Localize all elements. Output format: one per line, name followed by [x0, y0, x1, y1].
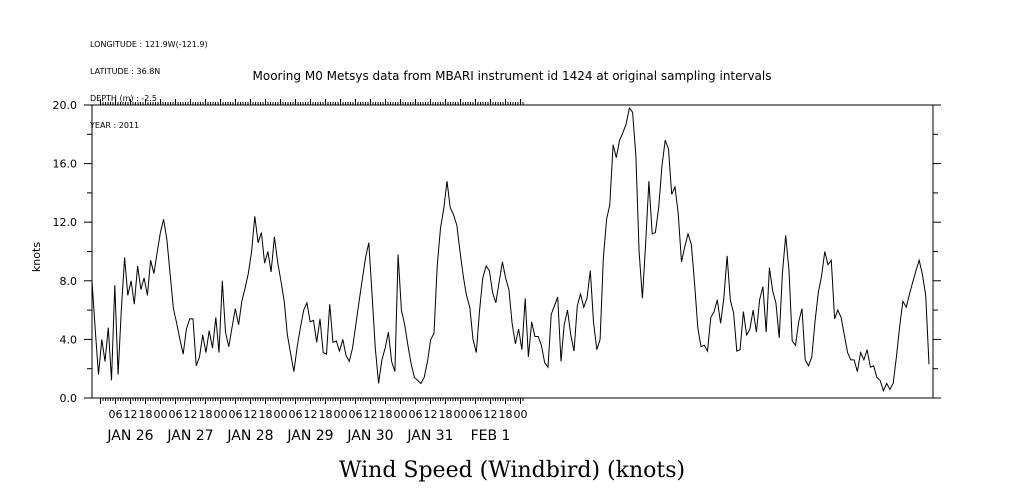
plot-frame: [91, 104, 934, 399]
x-tick-label: 18: [439, 408, 453, 421]
y-axis-label: knots: [30, 242, 43, 272]
x-tick-labels: 06 12 18 00 06 12 18 00 06 12 18 00 06 12 18 00 06 12 18 00…: [109, 408, 528, 421]
x-tick-label: 12: [484, 408, 498, 421]
x-tick-label: 06: [409, 408, 423, 421]
x-tick-label: 00: [154, 408, 168, 421]
x-tick-label: 18: [199, 408, 213, 421]
x-day-label: FEB 1: [471, 428, 511, 444]
x-tick-label: 00: [214, 408, 228, 421]
x-tick-label: 12: [124, 408, 138, 421]
x-tick-label: 00: [334, 408, 348, 421]
bottom-title: Wind Speed (Windbird) (knots): [339, 458, 685, 483]
x-day-label: JAN 29: [286, 428, 333, 444]
x-tick-label: 12: [424, 408, 438, 421]
y-tick-label: 0.0: [60, 392, 78, 405]
year-label: YEAR : 2011: [90, 121, 140, 130]
x-tick-label: 18: [499, 408, 513, 421]
wind-speed-series-line: [91, 106, 930, 393]
x-tick-label: 12: [304, 408, 318, 421]
chart-title: Mooring M0 Metsys data from MBARI instru…: [253, 69, 772, 83]
x-tick-label: 18: [319, 408, 333, 421]
depth-label: DEPTH (m) : -2.5: [90, 94, 157, 103]
latitude-label: LATITUDE : 36.8N: [90, 67, 161, 76]
x-tick-label: 06: [289, 408, 303, 421]
x-tick-label: 18: [139, 408, 153, 421]
x-tick-label: 06: [469, 408, 483, 421]
x-day-label: JAN 26: [106, 428, 153, 444]
x-day-label: JAN 28: [226, 428, 273, 444]
x-day-label: JAN 30: [346, 428, 393, 444]
x-tick-label: 00: [274, 408, 288, 421]
x-tick-label: 00: [394, 408, 408, 421]
x-tick-label: 12: [244, 408, 258, 421]
x-tick-label: 06: [349, 408, 363, 421]
y-tick-labels: 0.0 4.0 8.0 12.0 16.0 20.0: [53, 99, 78, 405]
x-day-labels: JAN 26 JAN 27 JAN 28 JAN 29 JAN 30 JAN 31 FEB …: [106, 428, 510, 444]
metadata-block: LONGITUDE : 121.9W(-121.9) LATITUDE : 36…: [90, 22, 208, 139]
longitude-label: LONGITUDE : 121.9W(-121.9): [90, 40, 208, 49]
x-tick-label: 06: [229, 408, 243, 421]
y-tick-label: 20.0: [53, 99, 78, 112]
x-tick-label: 18: [379, 408, 393, 421]
x-tick-label: 06: [169, 408, 183, 421]
y-tick-label: 8.0: [60, 275, 78, 288]
x-day-label: JAN 27: [166, 428, 213, 444]
x-tick-label: 12: [364, 408, 378, 421]
y-tick-label: 16.0: [53, 158, 78, 171]
x-tick-label: 06: [109, 408, 123, 421]
x-tick-label: 12: [184, 408, 198, 421]
axis-ticks: [84, 99, 941, 404]
y-tick-label: 4.0: [60, 333, 78, 346]
x-tick-label: 00: [514, 408, 528, 421]
y-tick-label: 12.0: [53, 216, 78, 229]
x-day-label: JAN 31: [406, 428, 453, 444]
x-tick-label: 00: [454, 408, 468, 421]
x-tick-label: 18: [259, 408, 273, 421]
